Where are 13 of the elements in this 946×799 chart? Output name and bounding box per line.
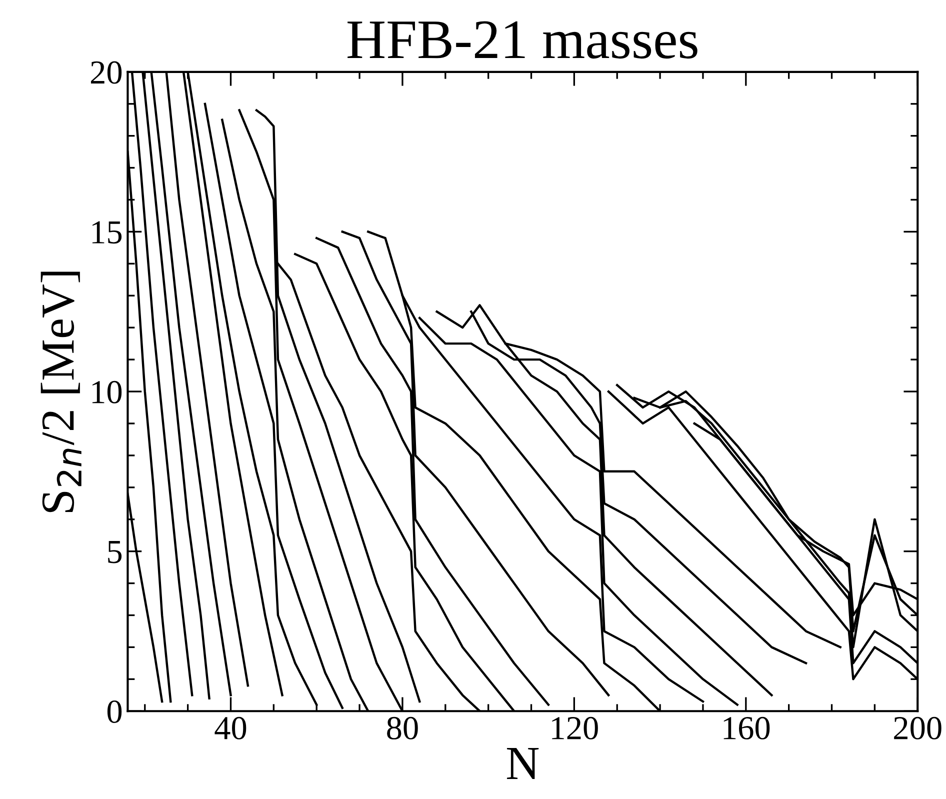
- x-tick-label: 120: [552, 716, 598, 740]
- x-tick-label: 40: [214, 716, 246, 740]
- x-tick-label: 80: [387, 716, 418, 740]
- y-tick-label: 20: [90, 61, 122, 84]
- y-tick-label: 15: [92, 221, 122, 244]
- y-axis-title: S$_{2n}$/2 [MeV]: [40, 272, 82, 512]
- y-tick-label: 10: [92, 380, 122, 404]
- x-tick-label: 200: [894, 716, 942, 740]
- y-tick-label: 5: [108, 541, 122, 564]
- x-axis-title: N: [506, 748, 539, 779]
- x-tick-label: 160: [724, 716, 770, 740]
- y-tick-label: 0: [107, 700, 122, 724]
- chart-title: HFB-21 masses: [348, 21, 698, 59]
